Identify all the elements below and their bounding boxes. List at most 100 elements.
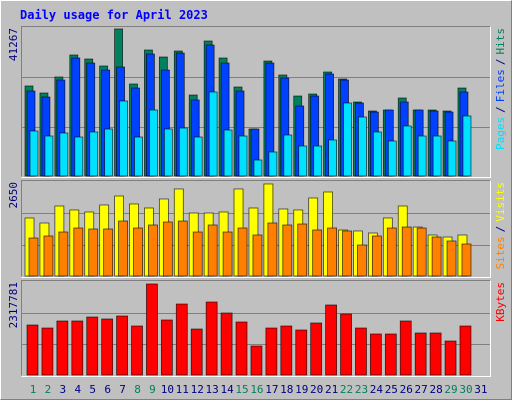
bar [119, 100, 128, 177]
bar [56, 320, 69, 376]
panel-bevel-light [21, 26, 491, 178]
bar [431, 236, 442, 277]
legend-entry: KBytes [494, 282, 507, 322]
legend-separator: / [494, 226, 507, 233]
x-tick-label: 30 [459, 383, 472, 396]
bar [357, 244, 367, 277]
bar [89, 131, 99, 177]
x-tick-label: 8 [134, 383, 141, 396]
bar [237, 227, 248, 277]
bar [461, 243, 472, 277]
bar [252, 234, 263, 277]
x-tick-label: 23 [355, 383, 368, 396]
bar [282, 224, 293, 277]
x-tick-label: 13 [206, 383, 219, 396]
x-tick-label: 17 [265, 383, 278, 396]
bar [267, 222, 278, 277]
bar [104, 128, 114, 177]
bar [175, 303, 188, 376]
bar [193, 136, 203, 177]
bar [417, 135, 427, 177]
bar [163, 128, 173, 177]
bar [342, 230, 352, 277]
bar [265, 327, 278, 376]
bar [327, 227, 338, 277]
bar [340, 313, 352, 376]
bar [429, 332, 442, 376]
x-tick-label: 6 [104, 383, 111, 396]
x-tick-label: 22 [340, 383, 353, 396]
x-tick-label: 21 [325, 383, 338, 396]
bar [86, 316, 99, 376]
legend: Pages / Files / Hits [494, 28, 507, 150]
bar [26, 324, 39, 376]
legend-separator: / [494, 106, 507, 113]
bar [312, 229, 323, 277]
x-tick-label: 3 [60, 383, 67, 396]
bar [73, 227, 84, 277]
bar [146, 283, 158, 376]
bar [207, 224, 218, 277]
bar [295, 329, 308, 376]
bar [41, 327, 54, 376]
bar [134, 136, 143, 177]
bar [177, 220, 188, 277]
bar [369, 333, 382, 376]
legend: Sites / Visits [494, 182, 507, 270]
x-tick-label: 12 [191, 383, 204, 396]
bar [149, 109, 158, 177]
bar [280, 325, 293, 376]
bar [116, 315, 128, 376]
bar [43, 235, 54, 277]
x-tick-label: 15 [235, 383, 248, 396]
x-tick-label: 9 [149, 383, 156, 396]
panel-bevel-dark [21, 26, 491, 177]
x-tick-label: 29 [444, 383, 457, 396]
x-tick-label: 1 [30, 383, 37, 396]
bar [310, 322, 323, 376]
bar [220, 312, 233, 376]
legend-entry: Pages [494, 117, 507, 150]
bar [444, 340, 457, 376]
x-tick-label: 14 [220, 383, 234, 396]
bar [101, 318, 114, 376]
bar [103, 228, 114, 277]
legend: KBytes [494, 282, 507, 322]
legend-entry: Sites [494, 236, 507, 269]
x-tick-label: 31 [474, 383, 487, 396]
bar [268, 151, 278, 177]
bar [386, 227, 397, 277]
x-tick-label: 24 [370, 383, 384, 396]
bar [205, 301, 218, 376]
bar [74, 136, 84, 177]
x-tick-label: 11 [176, 383, 189, 396]
bar [446, 240, 457, 277]
bar [462, 115, 472, 177]
panel-bevel-dark [21, 180, 491, 277]
bar [328, 139, 338, 177]
x-tick-label: 18 [280, 383, 293, 396]
bar [384, 333, 397, 376]
bar [432, 135, 442, 177]
bar [162, 221, 173, 277]
bar [416, 227, 427, 277]
bar [372, 131, 382, 177]
legend-entry: Files [494, 69, 507, 102]
bar [459, 325, 472, 376]
bar [71, 320, 84, 376]
x-tick-label: 26 [400, 383, 413, 396]
bar [399, 320, 412, 376]
bar [298, 145, 308, 177]
bar [44, 135, 54, 177]
x-tick-label: 19 [295, 383, 308, 396]
chart-title: Daily usage for April 2023 [20, 8, 208, 22]
legend-separator: / [494, 59, 507, 66]
y-tick-label: 2650 [7, 182, 20, 209]
bar [223, 129, 233, 177]
bar [131, 325, 143, 376]
bar [59, 132, 69, 177]
x-tick-label: 2 [45, 383, 52, 396]
bar [190, 328, 203, 376]
y-tick-label: 2317781 [7, 282, 20, 328]
